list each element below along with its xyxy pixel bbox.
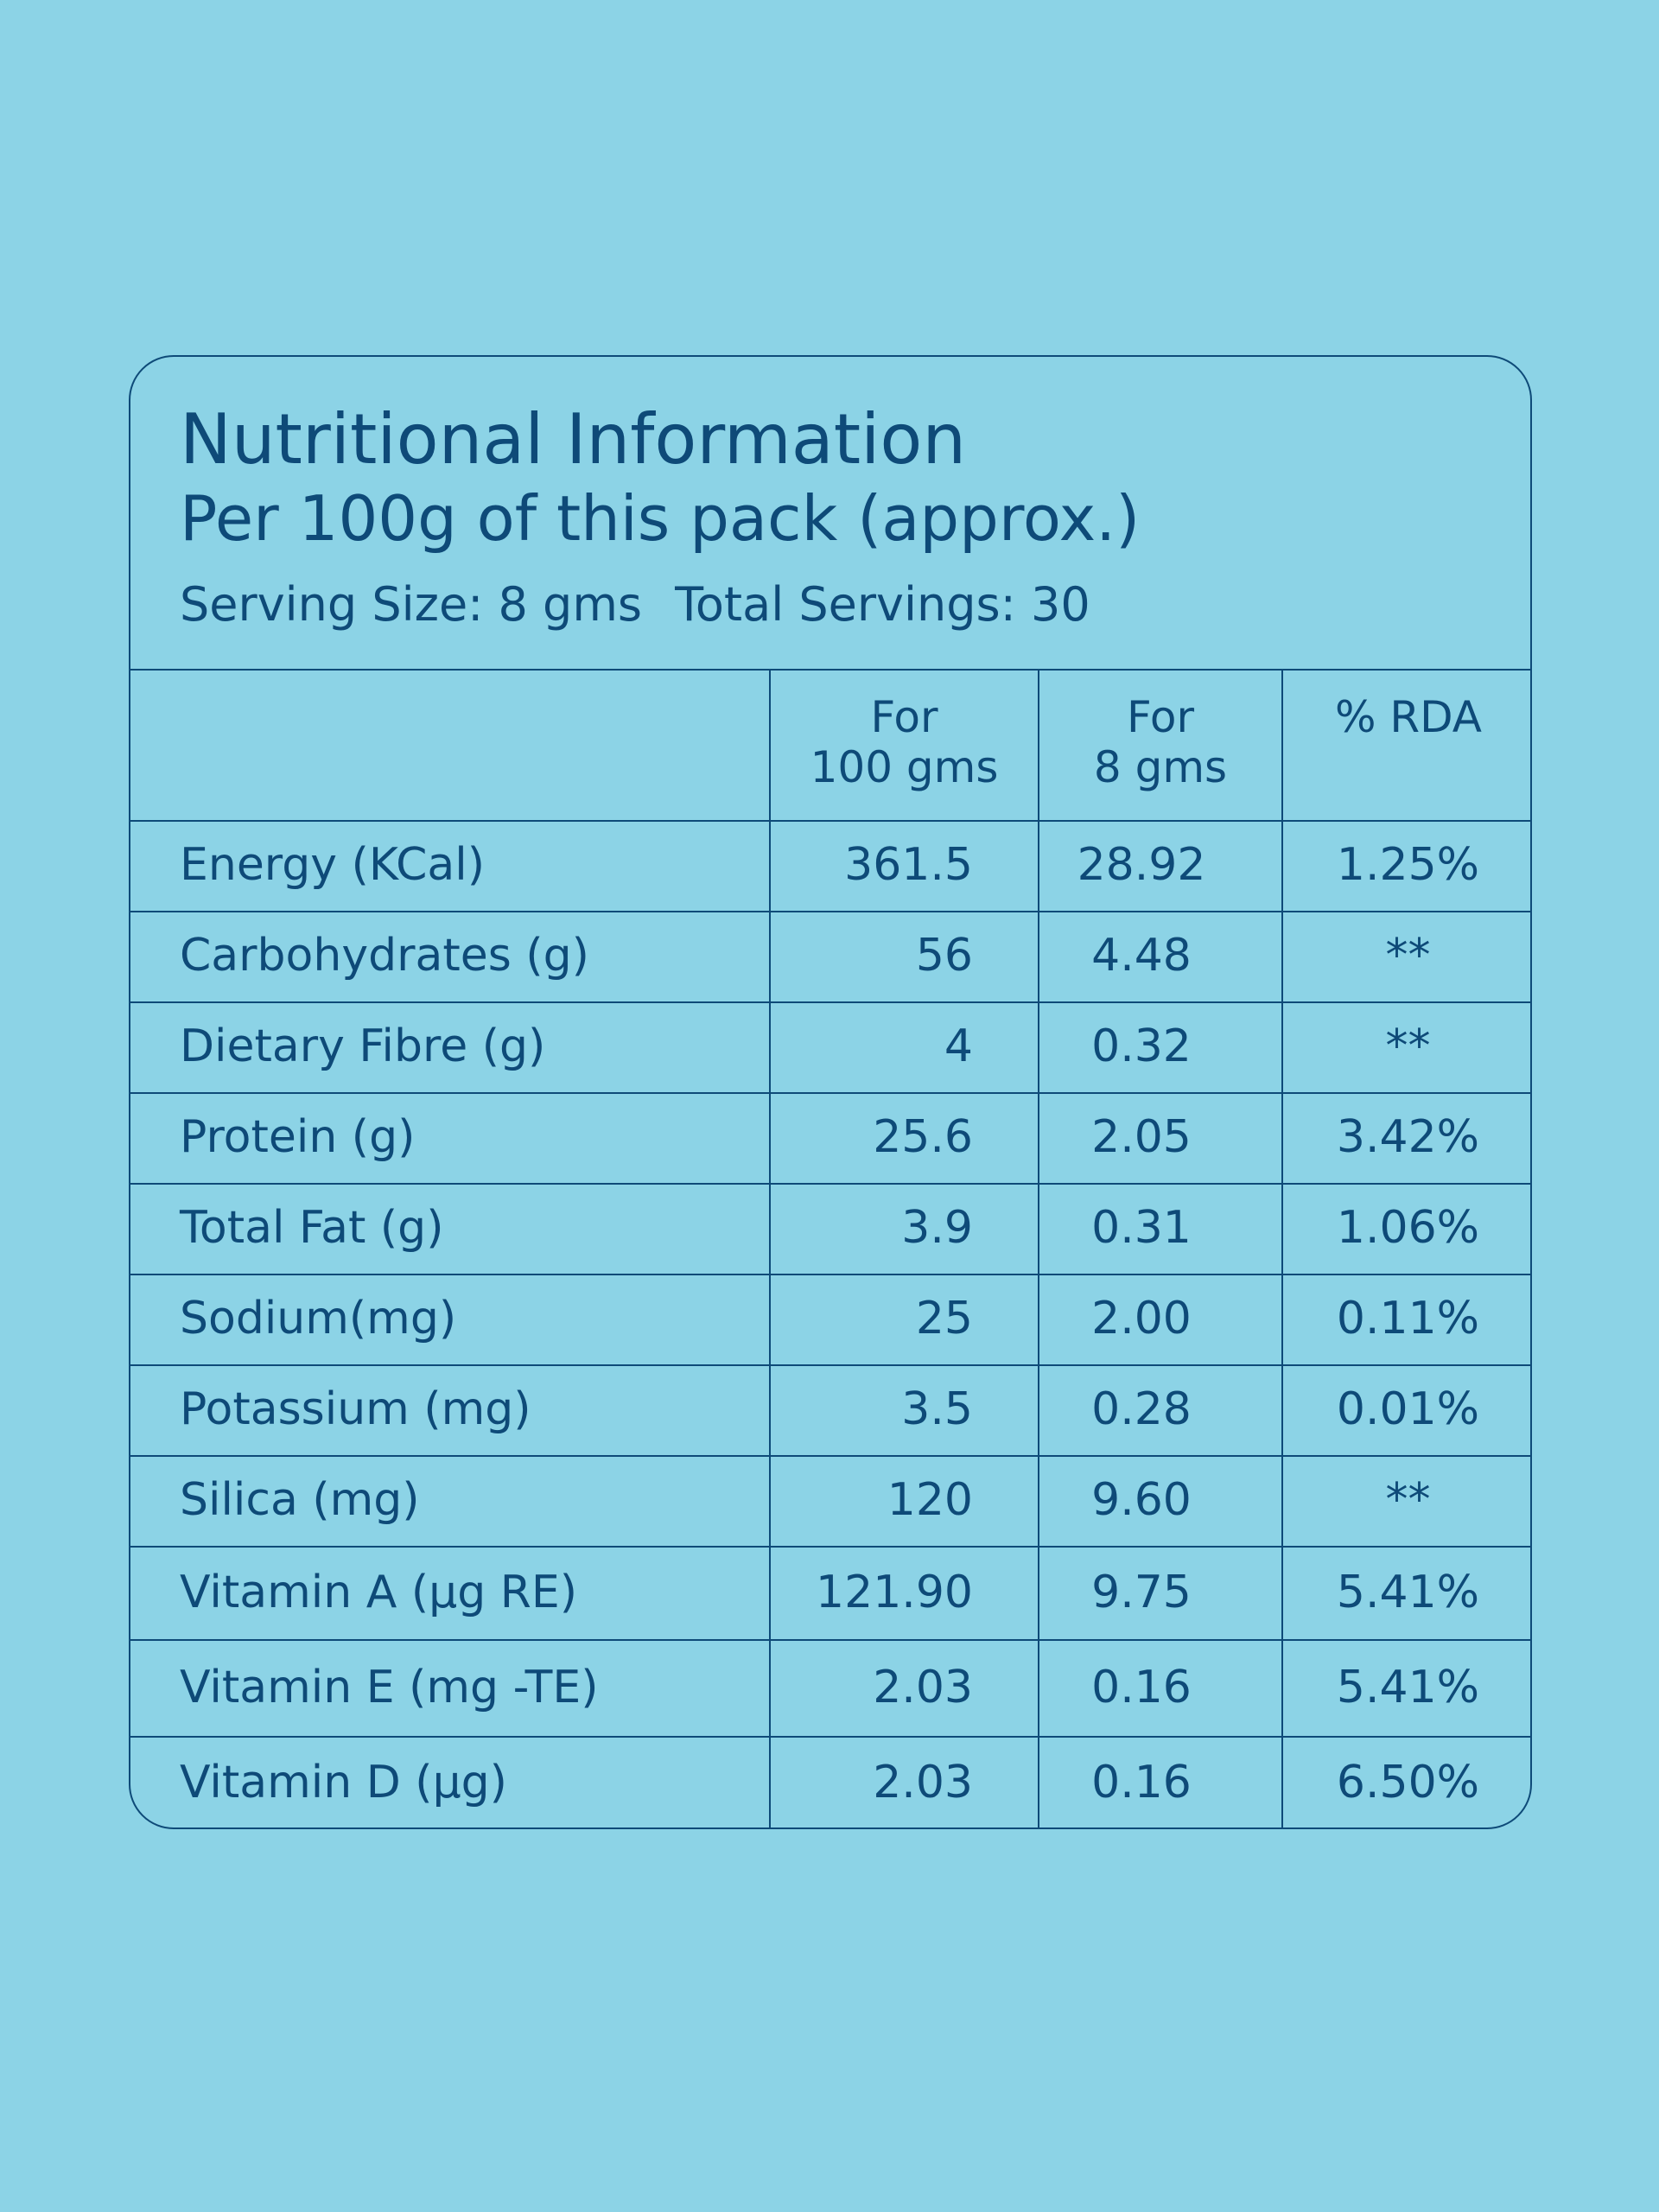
table-row: Total Fat (g) 3.9 0.31 1.06% xyxy=(130,1183,1530,1274)
table-row: Vitamin E (mg -TE) 2.03 0.16 5.41% xyxy=(130,1639,1530,1736)
value-per-8g: 0.28 xyxy=(1091,1383,1192,1435)
value-per-100g: 120 xyxy=(887,1474,973,1526)
nutrient-name: Vitamin A (µg RE) xyxy=(180,1567,578,1618)
value-per-100g: 3.5 xyxy=(901,1383,973,1435)
nutrition-panel: Nutritional Information Per 100g of this… xyxy=(129,355,1532,1829)
table-row: Carbohydrates (g) 56 4.48 ** xyxy=(130,911,1530,1001)
table-row: Dietary Fibre (g) 4 0.32 ** xyxy=(130,1001,1530,1092)
value-per-100g: 4 xyxy=(944,1020,973,1072)
header-rda: % RDA xyxy=(1283,692,1534,742)
nutrient-name: Silica (mg) xyxy=(180,1474,420,1526)
panel-title: Nutritional Information xyxy=(180,399,967,480)
nutrient-name: Potassium (mg) xyxy=(180,1383,531,1435)
value-per-100g: 25 xyxy=(915,1293,973,1344)
value-per-8g: 28.92 xyxy=(1077,839,1206,891)
header-for-100-gms: For 100 gms xyxy=(771,692,1038,792)
value-rda: 5.41% xyxy=(1336,1662,1480,1713)
value-rda: 3.42% xyxy=(1336,1111,1480,1163)
table-row: Protein (g) 25.6 2.05 3.42% xyxy=(130,1092,1530,1183)
value-rda: 1.25% xyxy=(1336,839,1480,891)
value-per-8g: 0.31 xyxy=(1091,1202,1192,1254)
nutrient-name: Protein (g) xyxy=(180,1111,416,1163)
serving-size: Serving Size: 8 gms xyxy=(180,577,643,632)
value-per-8g: 0.32 xyxy=(1091,1020,1192,1072)
table-row: Sodium(mg) 25 2.00 0.11% xyxy=(130,1274,1530,1364)
value-rda: ** xyxy=(1385,930,1431,982)
row-divider xyxy=(130,1736,1530,1738)
value-per-100g: 2.03 xyxy=(873,1757,973,1808)
row-divider xyxy=(130,911,1530,912)
value-per-8g: 2.00 xyxy=(1091,1293,1192,1344)
value-rda: ** xyxy=(1385,1020,1431,1072)
value-rda: 5.41% xyxy=(1336,1567,1480,1618)
value-per-100g: 2.03 xyxy=(873,1662,973,1713)
value-per-8g: 2.05 xyxy=(1091,1111,1192,1163)
value-rda: 0.11% xyxy=(1336,1293,1480,1344)
value-rda: 0.01% xyxy=(1336,1383,1480,1435)
table-row: Silica (mg) 120 9.60 ** xyxy=(130,1455,1530,1546)
value-per-8g: 9.60 xyxy=(1091,1474,1192,1526)
header-line: For xyxy=(1126,692,1195,742)
value-per-100g: 3.9 xyxy=(901,1202,973,1254)
value-per-8g: 4.48 xyxy=(1091,930,1192,982)
row-divider xyxy=(130,1274,1530,1275)
row-divider xyxy=(130,1001,1530,1003)
value-per-100g: 121.90 xyxy=(816,1567,973,1618)
total-servings: Total Servings: 30 xyxy=(675,577,1090,632)
panel-subtitle: Per 100g of this pack (approx.) xyxy=(180,482,1141,555)
nutrient-name: Total Fat (g) xyxy=(180,1202,444,1254)
header-line: % RDA xyxy=(1335,692,1482,742)
nutrient-name: Vitamin E (mg -TE) xyxy=(180,1662,599,1713)
value-per-100g: 56 xyxy=(915,930,973,982)
nutrient-name: Sodium(mg) xyxy=(180,1293,457,1344)
header-for-8-gms: For 8 gms xyxy=(1039,692,1281,792)
table-row: Vitamin A (µg RE) 121.90 9.75 5.41% xyxy=(130,1546,1530,1639)
table-row: Energy (KCal) 361.5 28.92 1.25% xyxy=(130,820,1530,911)
serving-info: Serving Size: 8 gms Total Servings: 30 xyxy=(180,577,1090,632)
value-rda: ** xyxy=(1385,1474,1431,1526)
column-divider xyxy=(769,669,771,1827)
row-divider xyxy=(130,1455,1530,1457)
value-per-8g: 0.16 xyxy=(1091,1662,1192,1713)
nutrient-name: Carbohydrates (g) xyxy=(180,930,589,982)
header-line: 100 gms xyxy=(810,742,999,792)
value-rda: 6.50% xyxy=(1336,1757,1480,1808)
value-per-100g: 361.5 xyxy=(844,839,973,891)
value-per-8g: 9.75 xyxy=(1091,1567,1192,1618)
nutrient-name: Vitamin D (µg) xyxy=(180,1757,507,1808)
table-top-divider xyxy=(130,669,1530,671)
nutrient-name: Energy (KCal) xyxy=(180,839,486,891)
table-row: Vitamin D (µg) 2.03 0.16 6.50% xyxy=(130,1736,1530,1829)
value-per-8g: 0.16 xyxy=(1091,1757,1192,1808)
header-line: For xyxy=(870,692,938,742)
row-divider xyxy=(130,1639,1530,1641)
table-row: Potassium (mg) 3.5 0.28 0.01% xyxy=(130,1364,1530,1455)
value-per-100g: 25.6 xyxy=(873,1111,973,1163)
header-line: 8 gms xyxy=(1093,742,1228,792)
nutrient-name: Dietary Fibre (g) xyxy=(180,1020,546,1072)
value-rda: 1.06% xyxy=(1336,1202,1480,1254)
row-divider xyxy=(130,820,1530,822)
column-divider xyxy=(1038,669,1039,1827)
column-divider xyxy=(1281,669,1283,1827)
row-divider xyxy=(130,1364,1530,1366)
row-divider xyxy=(130,1183,1530,1185)
row-divider xyxy=(130,1092,1530,1094)
row-divider xyxy=(130,1546,1530,1548)
